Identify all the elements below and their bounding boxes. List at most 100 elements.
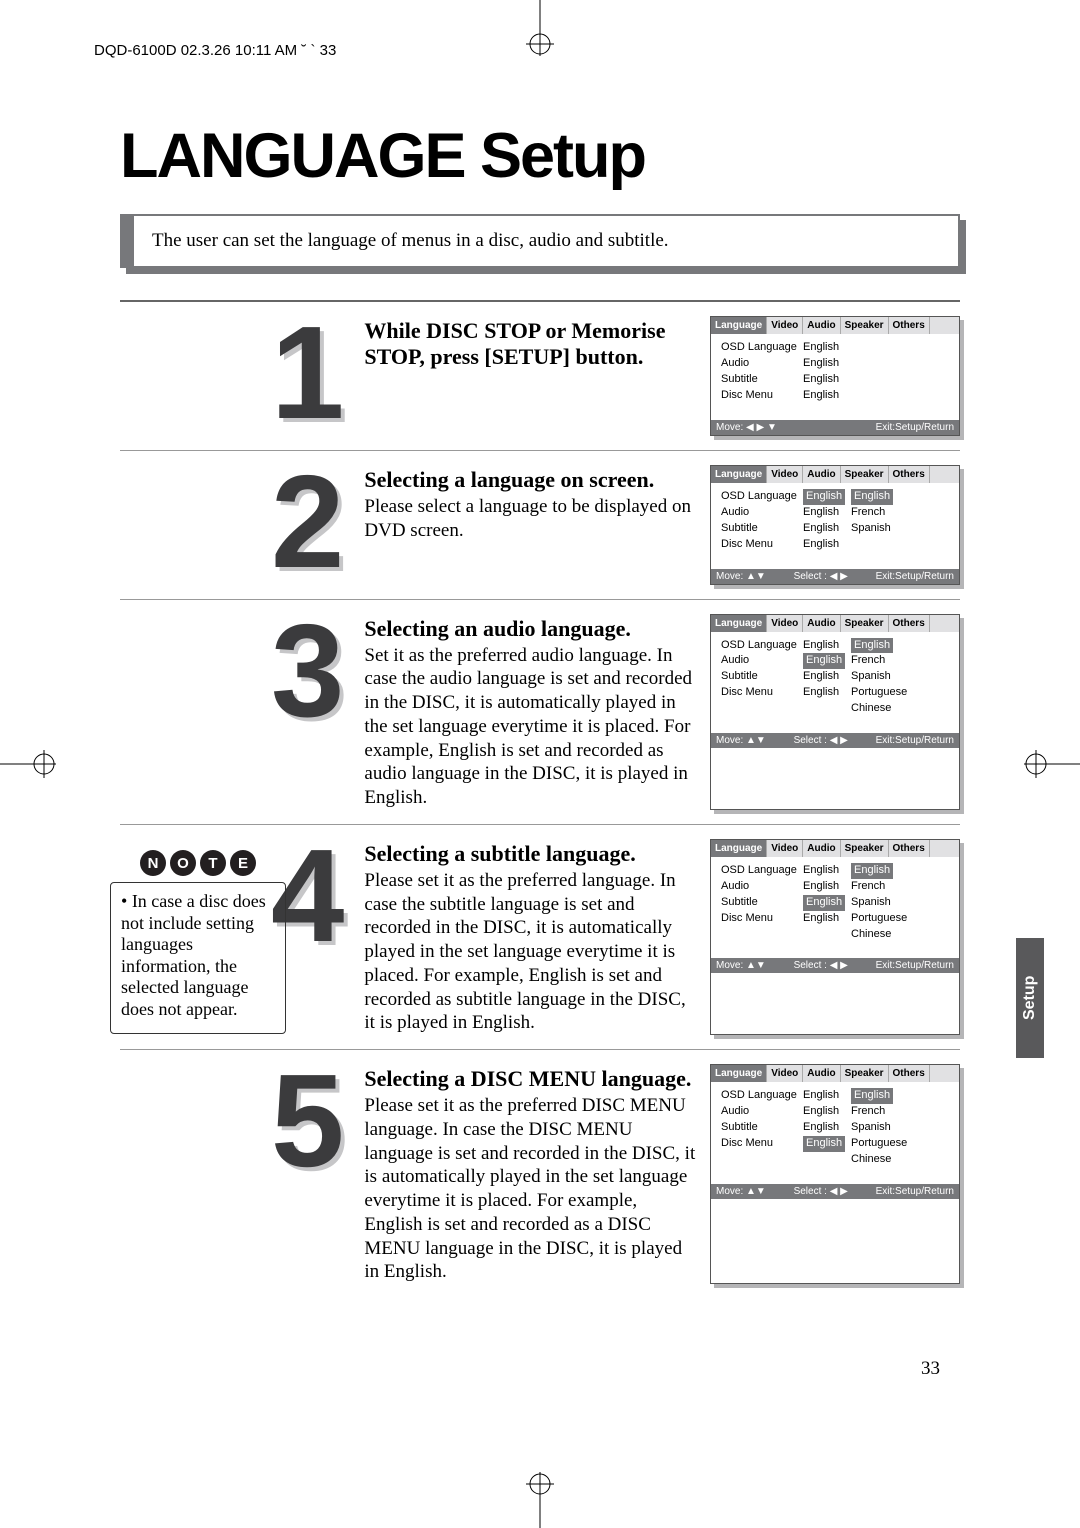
osd-tab: Video: [767, 615, 803, 632]
osd-option: French: [851, 653, 885, 669]
osd-tab: Speaker: [841, 466, 889, 483]
osd-label: OSD Language: [721, 638, 803, 654]
step-text-cell: Selecting an audio language.Set it as th…: [364, 614, 696, 810]
osd-body: OSD LanguageEnglishEnglishAudioEnglishFr…: [711, 857, 959, 959]
osd-row: SubtitleEnglishSpanish: [721, 895, 949, 911]
osd-tab: Speaker: [841, 317, 889, 334]
osd-footer-right: Exit:Setup/Return: [876, 1186, 954, 1197]
step-row: 2Selecting a language on screen.Please s…: [120, 451, 960, 600]
osd-footer-right: Exit:Setup/Return: [876, 571, 954, 582]
crop-mark-top: [520, 0, 560, 56]
menu-cell: LanguageVideoAudioSpeakerOthersOSD Langu…: [696, 614, 960, 810]
step-text-cell: Selecting a DISC MENU language.Please se…: [364, 1064, 696, 1284]
osd-row: SubtitleEnglishSpanish: [721, 1120, 949, 1136]
note-letter: N: [140, 850, 166, 876]
osd-footer: Move: ▲▼Select : ◀ ▶Exit:Setup/Return: [711, 958, 959, 973]
osd-footer-left: Move: ▲▼: [716, 960, 766, 971]
osd-row: SubtitleEnglishSpanish: [721, 521, 949, 537]
osd-footer: Move: ▲▼Select : ◀ ▶Exit:Setup/Return: [711, 569, 959, 584]
osd-label: Audio: [721, 505, 803, 521]
menu-cell: LanguageVideoAudioSpeakerOthersOSD Langu…: [696, 1064, 960, 1284]
step-body: Please set it as the preferred language.…: [364, 869, 696, 1035]
osd-option: English: [851, 489, 893, 505]
osd-option: Chinese: [851, 701, 891, 717]
osd-tab: Language: [711, 840, 767, 857]
step-row: 1 While DISC STOP or Memorise STOP, press…: [120, 302, 960, 451]
osd-label: OSD Language: [721, 340, 803, 356]
step-row: 5Selecting a DISC MENU language.Please s…: [120, 1050, 960, 1298]
step-body: Please set it as the preferred DISC MENU…: [364, 1094, 696, 1284]
menu-cell: LanguageVideoAudioSpeakerOthersOSD Langu…: [696, 316, 960, 436]
osd-label: Subtitle: [721, 895, 803, 911]
osd-label: Disc Menu: [721, 911, 803, 927]
osd-row: OSD LanguageEnglishEnglish: [721, 638, 949, 654]
osd-value: English: [803, 340, 851, 356]
osd-footer: Move: ◀ ▶ ▼ Exit:Setup/Return: [711, 420, 959, 435]
osd-value: English: [803, 669, 851, 685]
osd-value: English: [803, 863, 851, 879]
step-number-cell: 5: [120, 1064, 364, 1284]
osd-footer-right: Exit:Setup/Return: [876, 422, 954, 433]
osd-footer-left: Move: ▲▼: [716, 571, 766, 582]
step-heading: Selecting a DISC MENU language.: [364, 1066, 696, 1092]
step-number: 2: [271, 469, 344, 575]
step-heading: While DISC STOP or Memorise STOP, press …: [364, 318, 696, 370]
osd-row: Disc MenuEnglishPortuguese: [721, 911, 949, 927]
note-badge: NOTE: [110, 850, 286, 876]
osd-row: OSD LanguageEnglishEnglish: [721, 489, 949, 505]
osd-option: Portuguese: [851, 685, 907, 701]
note-letter: O: [170, 850, 196, 876]
osd-footer-mid: Select : ◀ ▶: [794, 960, 848, 971]
osd-value: [803, 701, 851, 717]
osd-tab: Language: [711, 1065, 767, 1082]
osd-label: Audio: [721, 1104, 803, 1120]
osd-tab: Audio: [803, 466, 840, 483]
osd-label: Subtitle: [721, 1120, 803, 1136]
step-heading: Selecting a language on screen.: [364, 467, 696, 493]
intro-text: The user can set the language of menus i…: [120, 214, 960, 268]
osd-footer-left: Move: ◀ ▶ ▼: [716, 422, 777, 433]
osd-tab: Others: [889, 317, 930, 334]
note-letter: T: [200, 850, 226, 876]
osd-tab: Speaker: [841, 1065, 889, 1082]
osd-option: Portuguese: [851, 911, 907, 927]
menu-cell: LanguageVideoAudioSpeakerOthersOSD Langu…: [696, 839, 960, 1035]
osd-option: French: [851, 879, 885, 895]
osd-tab: Others: [889, 840, 930, 857]
osd-value: English: [803, 505, 851, 521]
step-number-cell: 3: [120, 614, 364, 810]
osd-value: English: [803, 1104, 851, 1120]
note-text: • In case a disc does not include settin…: [110, 882, 286, 1034]
step-number: 1: [271, 320, 344, 426]
osd-row: OSD LanguageEnglish: [721, 340, 949, 356]
osd-row: AudioEnglishFrench: [721, 653, 949, 669]
note-text-content: In case a disc does not include setting …: [121, 891, 266, 1019]
osd-row: Chinese: [721, 701, 949, 717]
osd-body: OSD LanguageEnglishEnglishAudioEnglishFr…: [711, 483, 959, 569]
osd-footer-left: Move: ▲▼: [716, 735, 766, 746]
menu-cell: LanguageVideoAudioSpeakerOthersOSD Langu…: [696, 465, 960, 585]
osd-menu: LanguageVideoAudioSpeakerOthersOSD Langu…: [710, 316, 960, 436]
osd-tab: Others: [889, 1065, 930, 1082]
osd-row: Chinese: [721, 1152, 949, 1168]
osd-label: [721, 701, 803, 717]
intro-box: The user can set the language of menus i…: [120, 214, 960, 268]
osd-value: English: [803, 1088, 851, 1104]
osd-tab: Audio: [803, 317, 840, 334]
osd-label: Subtitle: [721, 521, 803, 537]
osd-value: English: [803, 879, 851, 895]
side-tab-setup: Setup: [1016, 938, 1044, 1058]
osd-tab: Video: [767, 317, 803, 334]
osd-label: [721, 927, 803, 943]
step-row: 3Selecting an audio language.Set it as t…: [120, 600, 960, 825]
osd-value: English: [803, 638, 851, 654]
osd-option: French: [851, 1104, 885, 1120]
osd-footer: Move: ▲▼Select : ◀ ▶Exit:Setup/Return: [711, 733, 959, 748]
crop-mark-left: [0, 744, 56, 784]
osd-label: Disc Menu: [721, 537, 803, 553]
osd-menu: LanguageVideoAudioSpeakerOthersOSD Langu…: [710, 614, 960, 810]
step-text-cell: Selecting a language on screen.Please se…: [364, 465, 696, 585]
osd-value: English: [803, 653, 851, 669]
osd-row: SubtitleEnglishSpanish: [721, 669, 949, 685]
step-text-cell: While DISC STOP or Memorise STOP, press …: [364, 316, 696, 436]
